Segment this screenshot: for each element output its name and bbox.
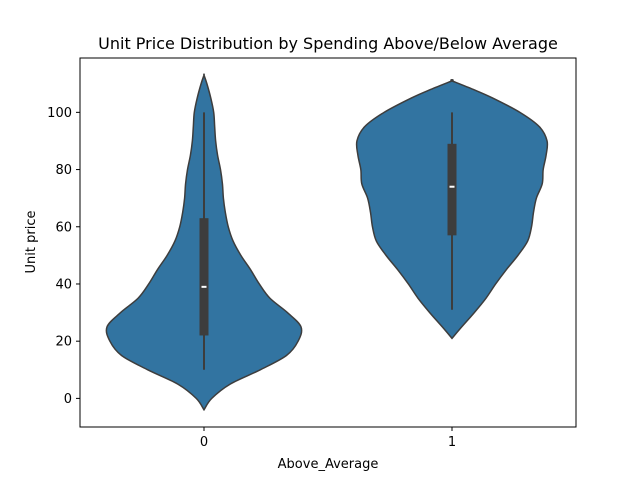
- violin-iqr-box-1: [447, 143, 457, 236]
- chart-title: Unit Price Distribution by Spending Abov…: [98, 34, 558, 53]
- plot-frame: [79, 57, 577, 428]
- x-tick-label: 0: [200, 435, 208, 450]
- y-axis-label: Unit price: [24, 211, 39, 274]
- y-tick-label: 80: [55, 163, 72, 178]
- y-tick-label: 100: [47, 106, 72, 121]
- y-tick-label: 40: [55, 277, 72, 292]
- violin-iqr-box-0: [199, 218, 209, 336]
- y-tick-label: 20: [55, 335, 72, 350]
- x-tick-label: 1: [448, 435, 456, 450]
- x-axis-label: Above_Average: [278, 457, 379, 472]
- y-tick-label: 60: [55, 220, 72, 235]
- y-tick-label: 0: [64, 392, 72, 407]
